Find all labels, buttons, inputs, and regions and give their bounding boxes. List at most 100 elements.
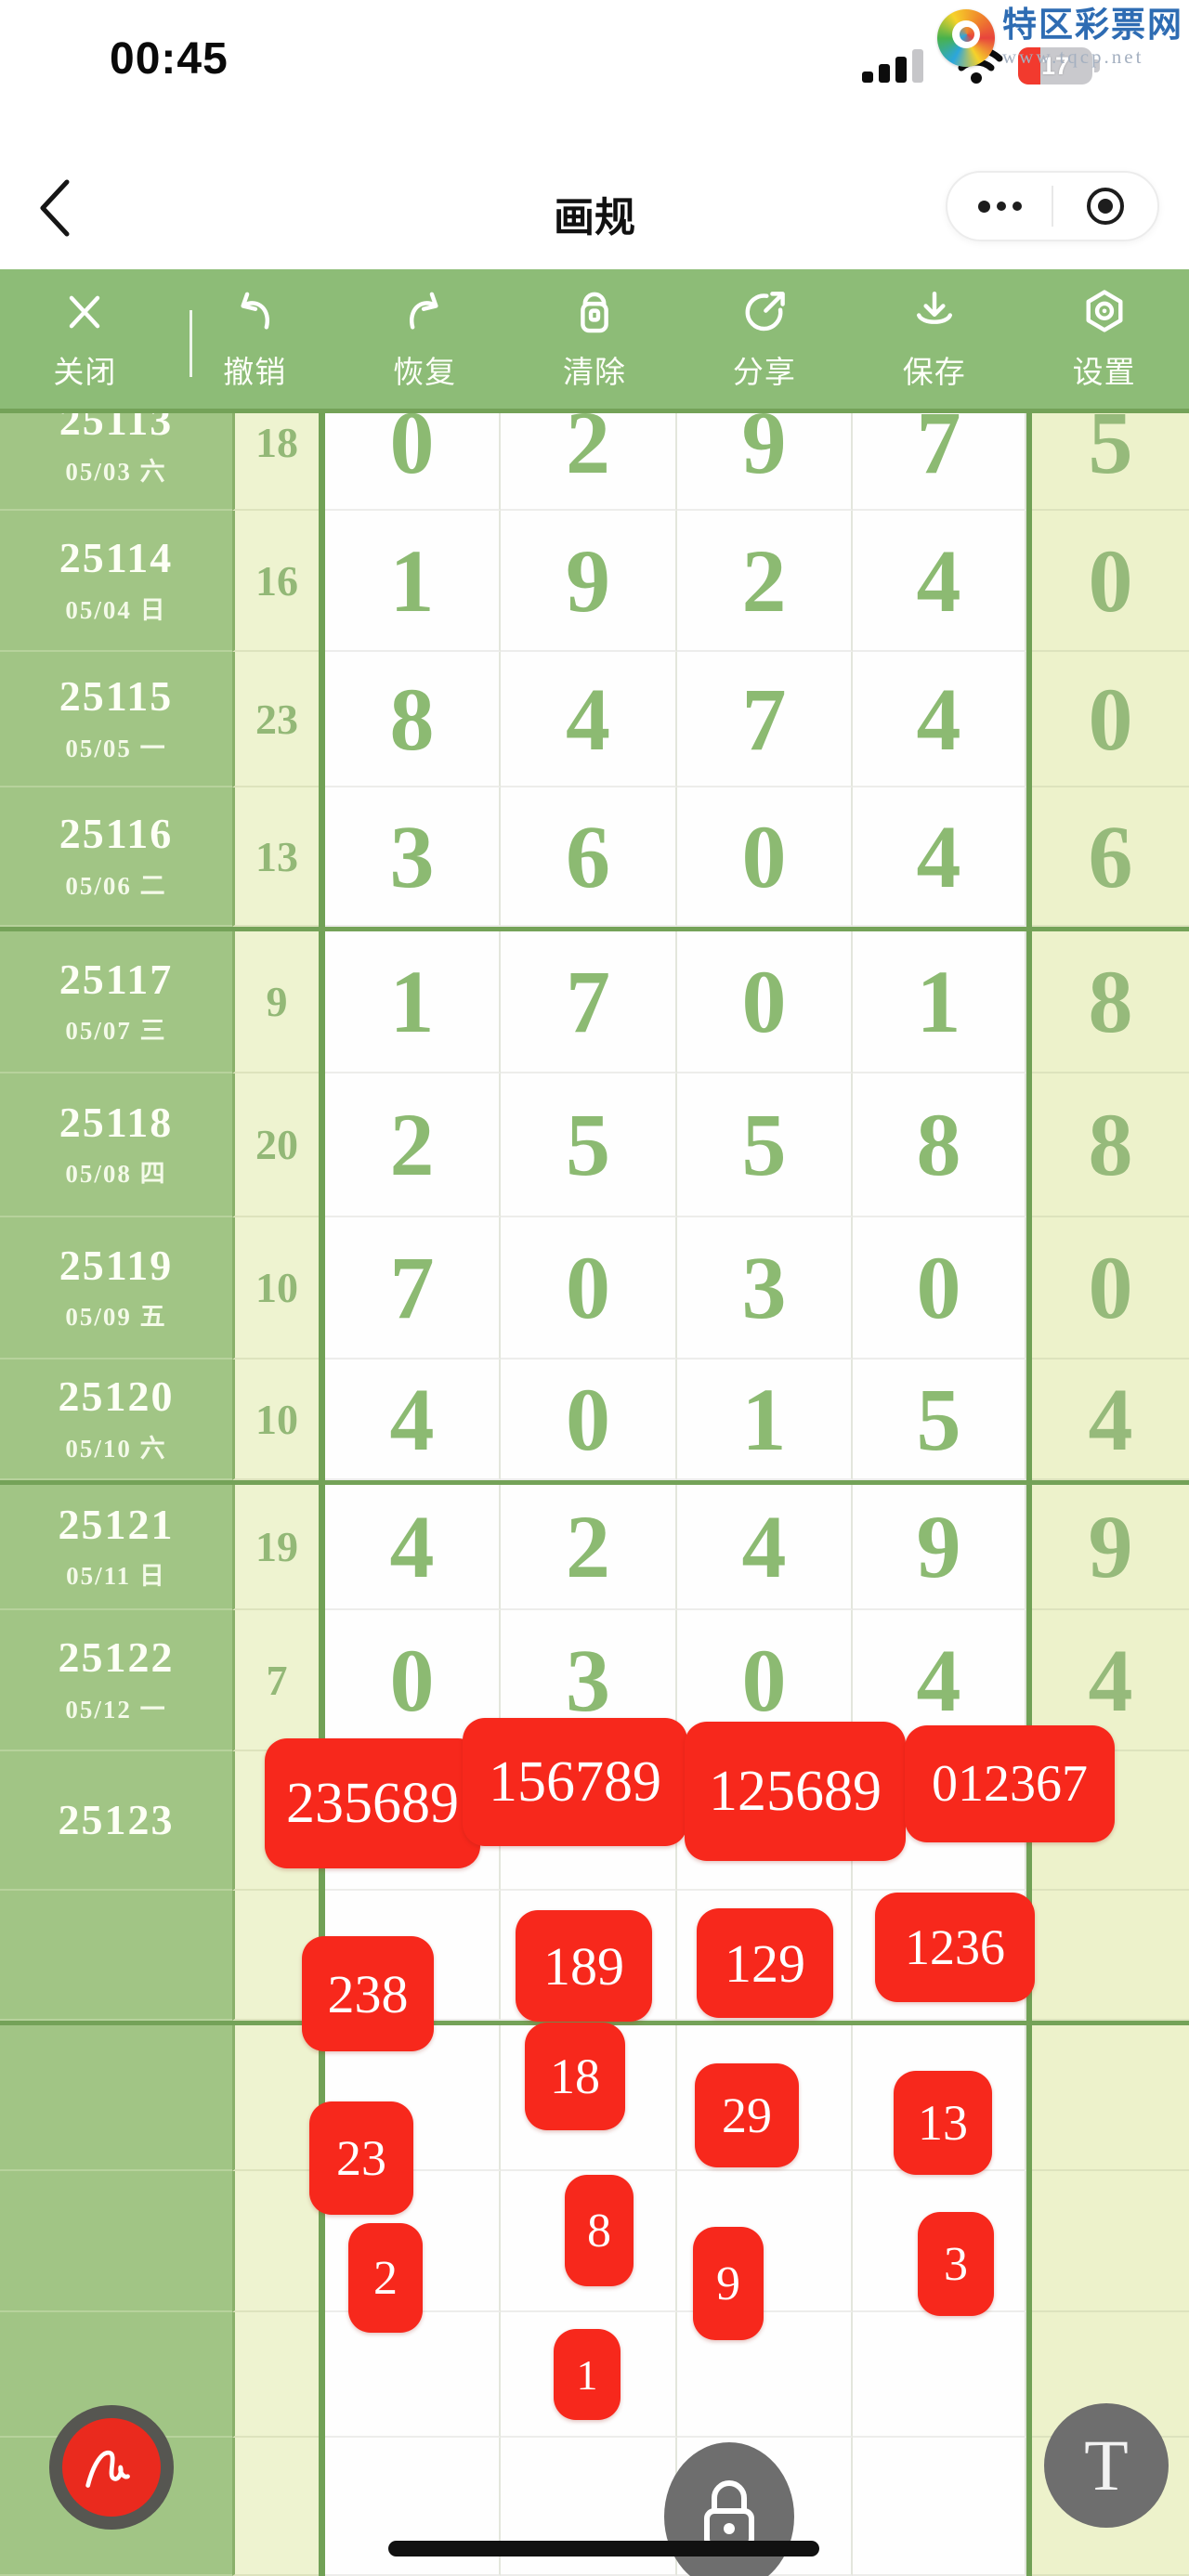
- digit-value: 2: [741, 530, 787, 631]
- more-menu-button[interactable]: [947, 173, 1052, 240]
- toolbar-label: 设置: [1072, 355, 1136, 389]
- table-row: 25119 05/09 五 10 7 0 3 0 0: [0, 1217, 1189, 1360]
- annotation-box[interactable]: 3: [918, 2212, 994, 2316]
- grid-divider: [1026, 2025, 1032, 2171]
- text-tool-button[interactable]: T: [1044, 2403, 1169, 2528]
- annotation-box[interactable]: 235689: [265, 1738, 480, 1868]
- digit-value: 8: [1088, 1095, 1133, 1194]
- grid-divider: [1026, 931, 1032, 1073]
- lottery-chart-table[interactable]: 25113 05/03 六 18 0 2 9 7 5 25114 05/04 日 16 1 9…: [0, 409, 1189, 2576]
- toolbar-settings-button[interactable]: 设置: [1019, 269, 1189, 409]
- sum-value: 16: [255, 556, 298, 605]
- annotation-box[interactable]: 129: [697, 1908, 833, 2018]
- annotation-box[interactable]: 189: [516, 1910, 652, 2022]
- annotation-box[interactable]: 23: [309, 2101, 413, 2215]
- digit-value: 0: [741, 806, 787, 906]
- annotation-box[interactable]: 2: [348, 2223, 423, 2333]
- digit-value: 4: [389, 1369, 435, 1469]
- grid-divider: [1026, 413, 1032, 511]
- digit-value: 4: [566, 669, 610, 769]
- digit-cell: 1: [325, 511, 501, 652]
- toolbar-share-button[interactable]: 分享: [679, 269, 849, 409]
- grid-divider: [319, 511, 325, 652]
- sum-value: 10: [255, 1264, 298, 1311]
- digit-value: 1: [916, 952, 961, 1051]
- close-miniprogram-button[interactable]: [1053, 173, 1157, 240]
- sum-cell: 16: [232, 511, 319, 652]
- annotation-box[interactable]: 8: [565, 2175, 634, 2286]
- annotation-text: 18: [550, 2049, 600, 2104]
- toolbar-clear-button[interactable]: 清除: [510, 269, 680, 409]
- digit-cell: 2: [501, 413, 677, 511]
- annotation-text: 8: [587, 2204, 611, 2257]
- digit-value: 5: [916, 1369, 961, 1469]
- digit-value: 3: [566, 1630, 610, 1730]
- annotation-text: 9: [716, 2257, 740, 2310]
- digit-value: 2: [389, 1095, 435, 1194]
- digit-cell: 9: [501, 511, 677, 652]
- period-number: 25123: [58, 1795, 175, 1843]
- undo-icon: [229, 286, 281, 338]
- digit-value: 7: [741, 669, 787, 769]
- pen-scribble-icon: [62, 2418, 161, 2517]
- back-icon[interactable]: [32, 175, 76, 241]
- digit-cell: 1: [677, 1360, 853, 1480]
- annotation-box[interactable]: 13: [894, 2071, 992, 2175]
- digit-value: 0: [389, 1630, 435, 1730]
- digit-value: 1: [389, 952, 435, 1051]
- digit-cell: 9: [677, 413, 853, 511]
- grid-divider: [319, 931, 325, 1073]
- digit-cell-last: 8: [1032, 931, 1189, 1073]
- period-cell: 25117 05/07 三: [0, 931, 232, 1073]
- grid-divider: [1026, 511, 1032, 652]
- digit-cell: 4: [325, 1485, 501, 1610]
- digit-cell: 2: [677, 511, 853, 652]
- digit-cell-last: 0: [1032, 511, 1189, 652]
- annotation-box[interactable]: 1: [554, 2329, 621, 2420]
- home-indicator[interactable]: [388, 2541, 819, 2556]
- sum-value: 10: [255, 1395, 298, 1443]
- download-icon: [908, 286, 960, 338]
- toolbar-label: 撤销: [223, 355, 287, 389]
- annotation-box[interactable]: 18: [525, 2023, 625, 2130]
- redo-icon: [399, 286, 451, 338]
- digit-cell-last: 0: [1032, 1217, 1189, 1360]
- nav-bar: 画规: [0, 158, 1189, 269]
- grid-divider: [1026, 1485, 1032, 1610]
- grid-divider: [1026, 787, 1032, 927]
- digit-cell: 5: [853, 1360, 1026, 1480]
- annotation-box[interactable]: 238: [302, 1936, 434, 2051]
- annotation-box[interactable]: 1236: [875, 1893, 1035, 2002]
- site-logo-icon: [937, 9, 995, 67]
- grid-divider: [319, 1610, 325, 1751]
- annotation-text: 125689: [709, 1759, 882, 1823]
- toolbar-undo-button[interactable]: 撤销: [170, 269, 340, 409]
- draw-date: 05/11 日: [66, 1562, 166, 1591]
- table-row: 25114 05/04 日 16 1 9 2 4 0: [0, 511, 1189, 652]
- digit-value: 4: [916, 806, 961, 906]
- sum-value: 7: [266, 1656, 288, 1704]
- digit-cell-last: 8: [1032, 1073, 1189, 1217]
- digit-value: 0: [741, 1630, 787, 1730]
- annotation-box[interactable]: 29: [695, 2063, 799, 2167]
- digit-value: 7: [566, 952, 610, 1051]
- toolbar-redo-button[interactable]: 恢复: [340, 269, 510, 409]
- sum-cell: [232, 2025, 319, 2171]
- digit-cell: 4: [325, 1360, 501, 1480]
- sum-value: 9: [266, 978, 288, 1025]
- toolbar-save-button[interactable]: 保存: [849, 269, 1019, 409]
- annotation-box[interactable]: 9: [693, 2227, 764, 2340]
- settings-icon: [1078, 286, 1130, 338]
- annotation-box[interactable]: 156789: [463, 1718, 687, 1846]
- sum-cell: 19: [232, 1485, 319, 1610]
- toolbar-close-button[interactable]: 关闭: [0, 269, 170, 409]
- digit-value: 1: [389, 530, 435, 631]
- annotation-box[interactable]: 012367: [905, 1725, 1115, 1842]
- digit-value: 0: [1088, 1238, 1133, 1337]
- digit-value: 3: [389, 806, 435, 906]
- digit-value: 0: [741, 952, 787, 1051]
- draw-date: 05/07 三: [65, 1017, 167, 1046]
- pen-tool-button[interactable]: [49, 2405, 174, 2530]
- annotation-box[interactable]: 125689: [685, 1722, 906, 1861]
- period-cell: 25120 05/10 六: [0, 1360, 232, 1480]
